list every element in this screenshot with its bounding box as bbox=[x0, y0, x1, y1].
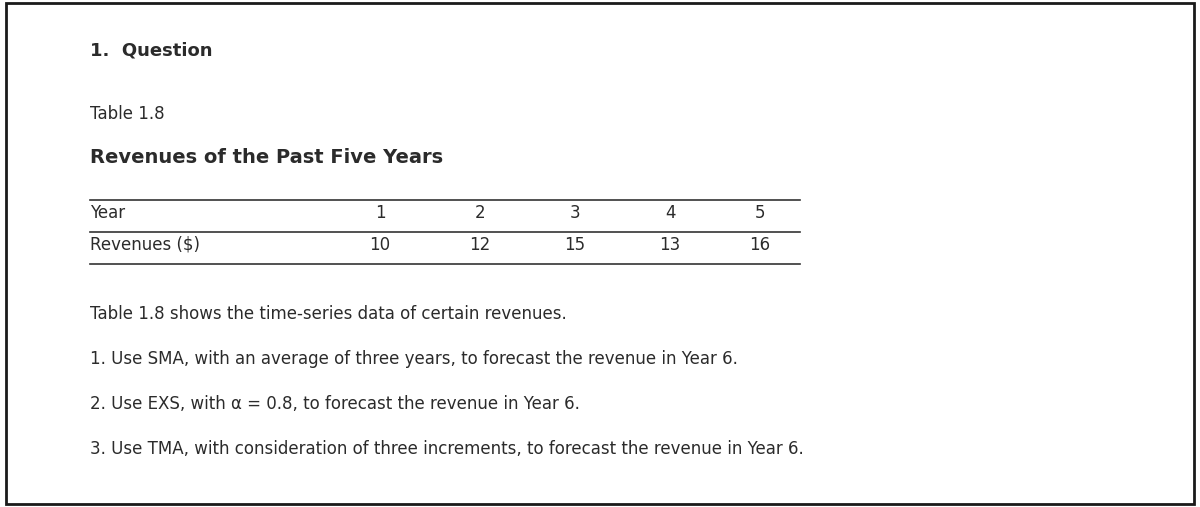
Text: 1.  Question: 1. Question bbox=[90, 42, 212, 60]
Text: 15: 15 bbox=[564, 236, 586, 254]
Text: 13: 13 bbox=[659, 236, 680, 254]
Text: 4: 4 bbox=[665, 204, 676, 222]
Text: Revenues ($): Revenues ($) bbox=[90, 236, 200, 254]
Text: 5: 5 bbox=[755, 204, 766, 222]
Text: Table 1.8 shows the time-series data of certain revenues.: Table 1.8 shows the time-series data of … bbox=[90, 305, 566, 323]
Text: 1. Use SMA, with an average of three years, to forecast the revenue in Year 6.: 1. Use SMA, with an average of three yea… bbox=[90, 350, 738, 368]
Text: Revenues of the Past Five Years: Revenues of the Past Five Years bbox=[90, 148, 443, 167]
Text: 3. Use TMA, with consideration of three increments, to forecast the revenue in Y: 3. Use TMA, with consideration of three … bbox=[90, 440, 804, 458]
Text: Year: Year bbox=[90, 204, 125, 222]
Text: 12: 12 bbox=[469, 236, 491, 254]
Text: Table 1.8: Table 1.8 bbox=[90, 105, 164, 123]
Text: 2. Use EXS, with α = 0.8, to forecast the revenue in Year 6.: 2. Use EXS, with α = 0.8, to forecast th… bbox=[90, 395, 580, 413]
Text: 16: 16 bbox=[750, 236, 770, 254]
Text: 2: 2 bbox=[475, 204, 485, 222]
Text: 3: 3 bbox=[570, 204, 581, 222]
Text: 1: 1 bbox=[374, 204, 385, 222]
Text: 10: 10 bbox=[370, 236, 390, 254]
